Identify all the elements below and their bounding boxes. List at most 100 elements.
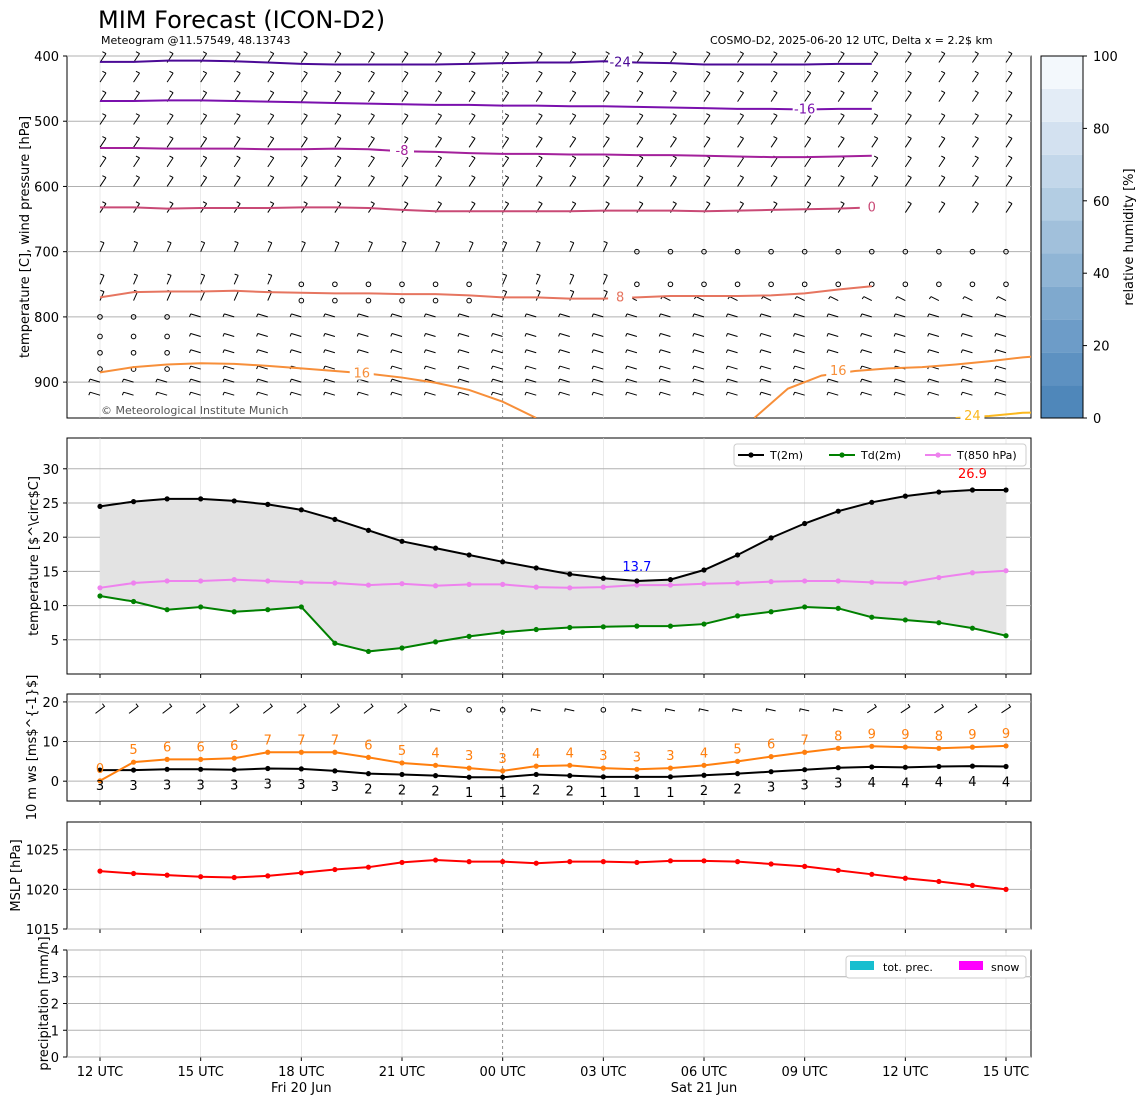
gust-point [969,744,976,750]
mean-wind-point [835,765,841,771]
wind-barb [133,241,139,252]
wind-barb [222,349,235,354]
wind-barb [323,378,336,383]
mslp-point [634,859,640,866]
wind-barb [591,365,604,370]
wind-barb [625,378,638,383]
wind-barb [670,70,677,83]
t2m-point [567,571,573,577]
gust-point [466,765,472,771]
gust-value-label: 6 [767,738,775,753]
wind-barb [938,155,946,168]
mslp-point [1003,886,1009,892]
wind-barb [491,332,503,337]
wind-barb [535,51,543,63]
wind-barb [502,90,510,102]
calm-wind-marker [936,281,942,288]
wind-barb [189,365,201,370]
legend-box [733,443,1027,467]
gust-value-label: 3 [465,749,473,764]
mean-wind-point [231,767,237,773]
calm-wind-marker [734,248,741,255]
td2m-point [298,604,304,610]
gust-point [399,760,405,766]
t850-point [466,581,472,587]
temperature-legend: T(2m) Td(2m) T(850 hPa) [733,443,1027,467]
t2m-point [164,496,170,502]
wind-barb [960,378,973,383]
mslp-point [164,872,170,878]
gust-point [734,758,741,764]
t850-point [365,582,372,588]
calm-wind-marker [164,366,170,372]
mslp-point [936,878,942,885]
wind-barb [1005,175,1013,187]
mslp-point [567,859,573,865]
td2m-point [969,625,976,631]
wind-barb [491,349,503,354]
wind-barb [1005,201,1013,213]
wind-barb [837,113,845,125]
wind-barb [871,90,879,102]
wind-barb [300,113,308,125]
temperature-max-label: 26.9 [958,467,987,482]
date-label: Sat 21 Jun [671,1081,737,1096]
wind-barb [972,51,979,63]
wind-barb [323,332,336,337]
date-label: Fri 20 Jun [271,1081,332,1096]
mean-wind-value-label: 3 [331,780,339,795]
wind-barb [166,273,172,285]
wind-barb [233,70,241,83]
wind-barb [804,51,812,63]
gust-point [365,754,372,761]
mean-wind-value-label: 3 [801,779,809,794]
wind-barb [591,391,604,396]
wind-barb [904,113,912,125]
gust-value-label: 4 [431,746,439,761]
wind-barb [88,391,101,396]
wind-barb [222,332,235,337]
wind-barb [133,273,139,285]
wind-barb [256,349,268,354]
calm-wind-marker [365,297,372,304]
t2m-point [466,552,472,558]
mean-wind-value-label: 3 [129,779,137,794]
subtitle-model-run: COSMO-D2, 2025-06-20 12 UTC, Delta x = 2… [710,34,993,47]
wind-barb [927,391,940,396]
wind-barb [938,136,946,148]
wind-barb [893,349,906,354]
gust-point [802,749,808,755]
y-tick-label: 25 [42,497,59,512]
isotherm-y-label: temperature [C], wind pressure [hPa] [18,116,33,358]
wind-barb [569,70,577,83]
calm-wind-marker [634,281,640,288]
wind-barb [330,703,341,714]
calm-wind-marker [667,248,674,255]
wind-barb [233,241,239,252]
mean-wind-value-label: 3 [834,777,842,792]
gust-value-label: 3 [633,750,641,765]
isotherm-label: 16 [830,364,847,379]
wind-barb [121,391,134,396]
wind-barb [927,349,940,354]
wind-barb [155,391,168,396]
legend-label: T(2m) [769,449,803,462]
mean-wind-point [399,771,405,778]
y-tick-label: 10 [42,600,59,615]
wind-barb [435,113,442,125]
wind-barb [99,241,105,252]
wind-barb [289,313,302,318]
gust-point [198,756,204,762]
wind-barb [200,155,208,168]
gust-value-label: 6 [197,740,205,755]
wind-barb [457,391,470,396]
pressure-tick-label: 600 [34,180,59,195]
wind-barb [972,90,979,102]
wind-barb [804,90,812,102]
wind-barb [401,241,407,252]
calm-wind-marker [667,281,674,288]
pressure-tick-label: 800 [34,311,59,326]
wind-barb [770,201,778,213]
